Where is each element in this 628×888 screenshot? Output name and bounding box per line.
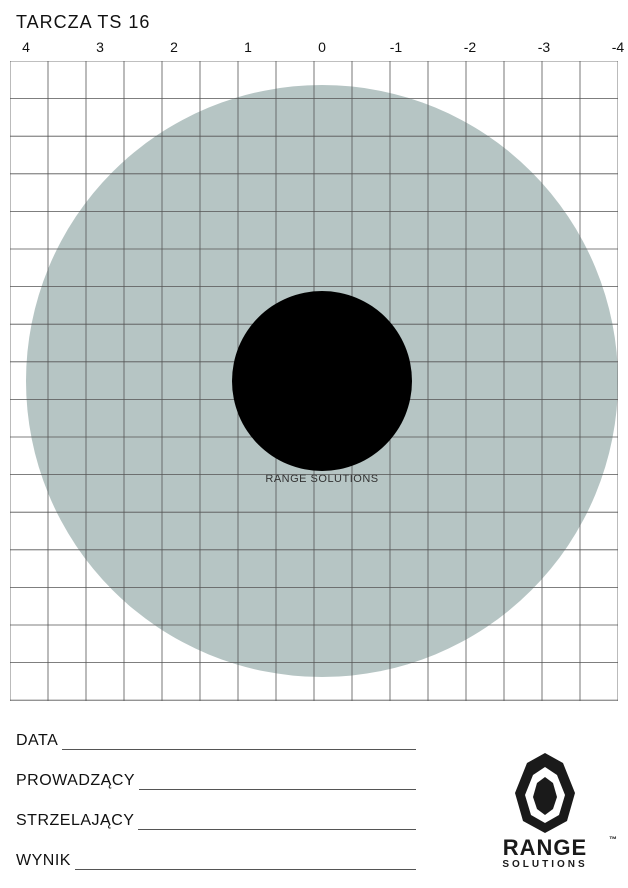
form-label: WYNIK	[16, 852, 71, 870]
scale-label: -2	[464, 39, 476, 55]
target-grid: RANGE SOLUTIONS	[10, 61, 618, 701]
brand-logo: RANGE™ SOLUTIONS	[480, 747, 610, 870]
form-label: STRZELAJĄCY	[16, 812, 134, 830]
form-area: DATA PROWADZĄCY STRZELAJĄCY WYNIK	[16, 710, 416, 870]
form-row-strzelajacy: STRZELAJĄCY	[16, 812, 416, 830]
scale-label: -4	[612, 39, 624, 55]
grid-svg	[10, 61, 618, 701]
form-line	[62, 736, 416, 750]
watermark-text: RANGE SOLUTIONS	[265, 473, 378, 485]
logo-icon	[490, 747, 600, 837]
form-label: DATA	[16, 732, 58, 750]
scale-label: -1	[390, 39, 402, 55]
form-line	[138, 816, 416, 830]
scale-label: 4	[22, 39, 30, 55]
form-label: PROWADZĄCY	[16, 772, 135, 790]
page-title: TARCZA TS 16	[16, 12, 618, 33]
form-line	[139, 776, 416, 790]
scale-label: 1	[244, 39, 252, 55]
form-row-data: DATA	[16, 732, 416, 750]
scale-label: -3	[538, 39, 550, 55]
form-line	[75, 856, 416, 870]
form-row-prowadzacy: PROWADZĄCY	[16, 772, 416, 790]
logo-tm: ™	[609, 835, 618, 844]
scale-row: 4 3 2 1 0 -1 -2 -3 -4	[10, 39, 618, 59]
logo-text-main: RANGE™	[480, 835, 610, 861]
scale-label: 2	[170, 39, 178, 55]
scale-label: 3	[96, 39, 104, 55]
form-row-wynik: WYNIK	[16, 852, 416, 870]
scale-label: 0	[318, 39, 326, 55]
